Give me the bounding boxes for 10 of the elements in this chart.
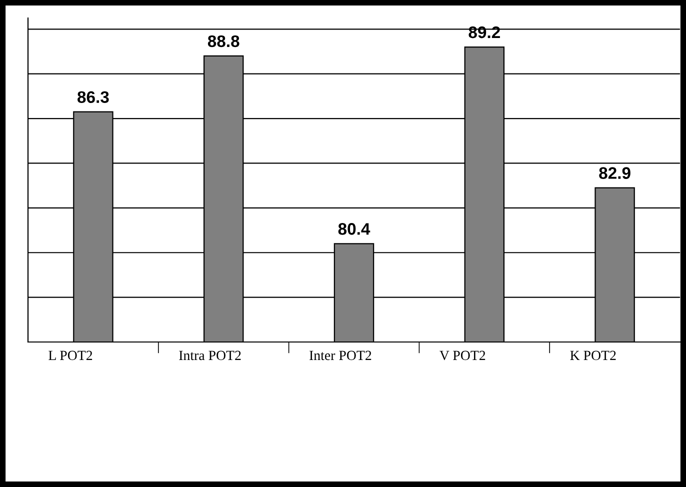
data-label: 82.9 bbox=[599, 167, 630, 179]
x-tick-label: Inter POT2 bbox=[310, 350, 372, 360]
data-label: 80.4 bbox=[338, 223, 370, 235]
data-label: 89.2 bbox=[468, 26, 500, 38]
data-label: 88.8 bbox=[208, 35, 240, 48]
x-tick-label: Intra POT2 bbox=[179, 350, 241, 360]
x-tick-label: V POT2 bbox=[440, 350, 486, 360]
x-tick-label: K POT2 bbox=[570, 350, 616, 360]
data-label: 86.3 bbox=[78, 91, 109, 104]
x-tick-label: L POT2 bbox=[48, 350, 92, 360]
